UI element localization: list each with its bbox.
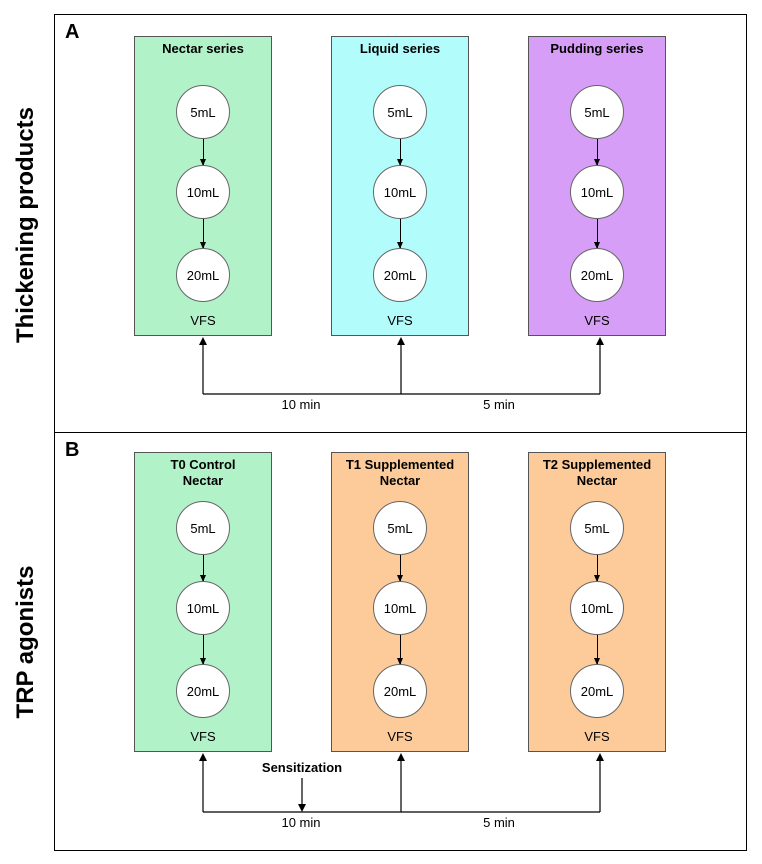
panel-a-letter: A (65, 21, 80, 43)
box-title: T2 Supplemented Nectar (542, 457, 652, 488)
t2-supplemented-nectar-box: T2 Supplemented Nectar 5mL 10mL 20mL VFS (528, 452, 666, 752)
panel-b-interval-left: 10 min (281, 815, 321, 830)
vfs-label: VFS (584, 313, 610, 328)
volume-10ml-node: 10mL (176, 165, 230, 219)
down-arrow (200, 555, 206, 582)
down-arrow (594, 139, 600, 166)
vfs-label: VFS (190, 313, 216, 328)
down-arrow (200, 219, 206, 249)
volume-10ml-node: 10mL (176, 581, 230, 635)
nectar-series-box: Nectar series 5mL 10mL 20mL VFS (134, 36, 272, 336)
vfs-label: VFS (190, 729, 216, 744)
down-arrow (397, 219, 403, 249)
box-title: Nectar series (162, 41, 244, 56)
down-arrow (397, 555, 403, 582)
down-arrow (200, 139, 206, 166)
panel-b-timeline (199, 753, 604, 813)
panel-b-interval-right: 5 min (483, 815, 515, 830)
volume-20ml-node: 20mL (176, 664, 230, 718)
volume-5ml-node: 5mL (570, 501, 624, 555)
volume-20ml-node: 20mL (373, 664, 427, 718)
volume-10ml-node: 10mL (373, 581, 427, 635)
volume-20ml-node: 20mL (176, 248, 230, 302)
vfs-label: VFS (387, 729, 413, 744)
volume-10ml-node: 10mL (570, 581, 624, 635)
down-arrow (200, 635, 206, 665)
t1-supplemented-nectar-box: T1 Supplemented Nectar 5mL 10mL 20mL VFS (331, 452, 469, 752)
pudding-series-box: Pudding series 5mL 10mL 20mL VFS (528, 36, 666, 336)
panel-a-interval-right: 5 min (483, 397, 515, 412)
volume-10ml-node: 10mL (373, 165, 427, 219)
box-title: Liquid series (359, 41, 441, 56)
down-arrow (594, 635, 600, 665)
down-arrow (594, 555, 600, 582)
box-title: Pudding series (550, 41, 644, 56)
volume-5ml-node: 5mL (176, 501, 230, 555)
panel-a-interval-left: 10 min (281, 397, 321, 412)
vfs-label: VFS (584, 729, 610, 744)
volume-20ml-node: 20mL (570, 248, 624, 302)
volume-20ml-node: 20mL (570, 664, 624, 718)
liquid-series-box: Liquid series 5mL 10mL 20mL VFS (331, 36, 469, 336)
down-arrow (397, 139, 403, 166)
panel-a-timeline (199, 337, 604, 395)
box-title: T0 Control Nectar (170, 457, 236, 488)
volume-5ml-node: 5mL (373, 85, 427, 139)
vfs-label: VFS (387, 313, 413, 328)
t0-control-nectar-box: T0 Control Nectar 5mL 10mL 20mL VFS (134, 452, 272, 752)
panel-b-frame: B (54, 432, 747, 851)
panel-b-letter: B (65, 439, 80, 461)
down-arrow (397, 635, 403, 665)
volume-10ml-node: 10mL (570, 165, 624, 219)
box-title: T1 Supplemented Nectar (345, 457, 455, 488)
volume-5ml-node: 5mL (570, 85, 624, 139)
volume-5ml-node: 5mL (373, 501, 427, 555)
volume-5ml-node: 5mL (176, 85, 230, 139)
volume-20ml-node: 20mL (373, 248, 427, 302)
sensitization-label: Sensitization (261, 760, 343, 775)
down-arrow (594, 219, 600, 249)
